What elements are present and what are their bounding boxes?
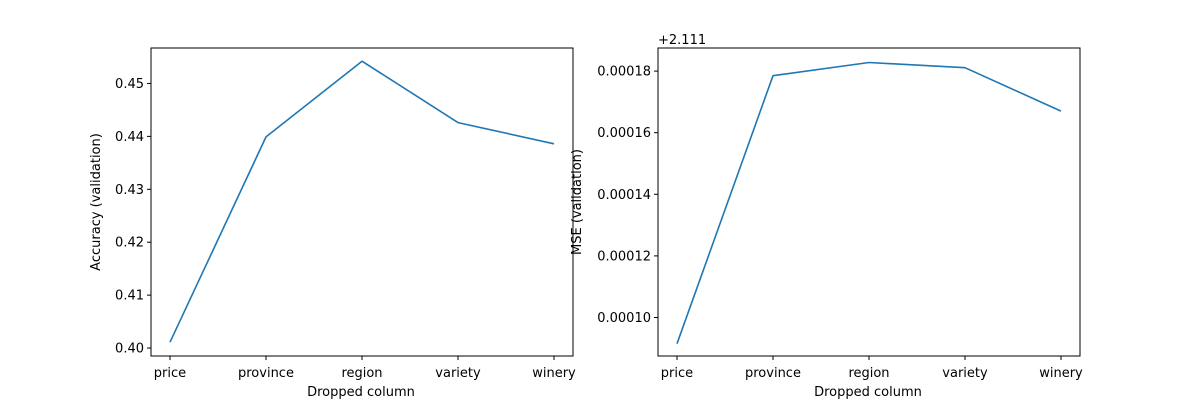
x-axis-label: Dropped column <box>307 385 415 400</box>
y-tick-label: 0.00016 <box>597 126 651 141</box>
y-tick-label: 0.00012 <box>597 249 651 264</box>
y-tick-label: 0.00010 <box>597 311 651 326</box>
x-tick-label: winery <box>1039 366 1083 381</box>
y-tick-label: 0.45 <box>115 77 144 92</box>
axes-frame <box>657 47 1081 357</box>
mse-subplot: Dropped column MSE (validation) +2.111 p… <box>570 33 1083 400</box>
y-axis-label: Accuracy (validation) <box>89 133 104 271</box>
x-tick-label: price <box>154 366 186 381</box>
x-tick-label: price <box>661 366 693 381</box>
series-line <box>676 61 1062 344</box>
x-tick-label: variety <box>942 366 988 381</box>
y-tick-label: 0.40 <box>115 342 144 357</box>
x-axis-label: Dropped column <box>814 385 922 400</box>
series-line <box>169 60 555 343</box>
y-tick-label: 0.00014 <box>597 188 651 203</box>
x-tick-label: province <box>238 366 294 381</box>
accuracy-subplot: Dropped column Accuracy (validation) pri… <box>89 47 576 400</box>
y-tick-label: 0.43 <box>115 183 144 198</box>
y-tick-label: 0.41 <box>115 289 144 304</box>
y-tick-label: 0.44 <box>115 130 144 145</box>
y-axis-offset-label: +2.111 <box>658 33 706 48</box>
x-tick-label: region <box>341 366 382 381</box>
axes-frame <box>150 47 574 357</box>
x-tick-label: province <box>745 366 801 381</box>
y-axis-label: MSE (validation) <box>570 149 585 255</box>
y-tick-label: 0.42 <box>115 236 144 251</box>
x-tick-label: variety <box>435 366 481 381</box>
y-tick-label: 0.00018 <box>597 65 651 80</box>
x-tick-label: region <box>848 366 889 381</box>
x-tick-label: winery <box>532 366 576 381</box>
